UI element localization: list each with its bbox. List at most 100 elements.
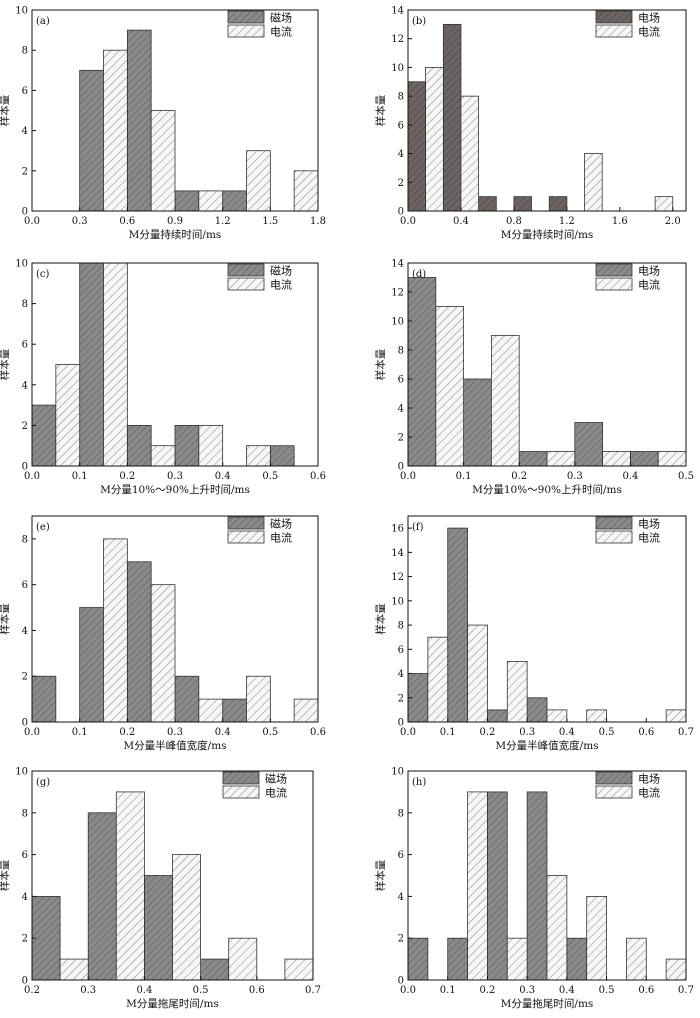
- x-tick-label: 0.7: [678, 727, 694, 738]
- bar-field-3: [513, 196, 532, 212]
- bar-field-1: [442, 23, 462, 212]
- bar-field-0: [31, 404, 57, 467]
- bar-field-2: [518, 451, 548, 467]
- legend-label-current: 电流: [638, 278, 660, 292]
- y-tick-label: 6: [22, 340, 28, 351]
- bar-field-2: [143, 875, 173, 981]
- x-tick-label: 0.4: [559, 985, 575, 996]
- y-tick-label: 8: [398, 621, 404, 632]
- legend-label-current: 电流: [265, 786, 287, 800]
- x-tick-label: 0.3: [567, 471, 583, 482]
- legend-swatch-field: [595, 10, 633, 24]
- x-tick-label: 0.3: [519, 985, 535, 996]
- bar-field-3: [222, 190, 247, 212]
- x-tick-label: 0.3: [167, 471, 183, 482]
- bar-current-1: [115, 791, 145, 981]
- plot-frame: [407, 9, 687, 212]
- y-tick-label: 10: [391, 317, 404, 328]
- y-tick-label: 8: [398, 346, 404, 357]
- x-tick-label: 0.1: [440, 727, 456, 738]
- x-tick-label: 0.5: [599, 985, 615, 996]
- y-axis-label: 样本量: [374, 859, 387, 891]
- y-tick-label: 0: [22, 462, 28, 473]
- y-tick-label: 4: [22, 892, 28, 903]
- legend-label-field: 电场: [638, 264, 660, 278]
- bar-current-0: [467, 791, 488, 981]
- panel-c: 0.0 0.1 0.2 0.3 0.4 0.5 0.6 0 2 4 6 8 10 (c) M分量10%～90…: [0, 259, 326, 497]
- panel-h: 0.0 0.1 0.2 0.3 0.4 0.5 0.6 0.7 0 2 4 6 8 10 (h) M分量拖尾时…: [374, 767, 694, 1011]
- y-tick-label: 0: [22, 976, 28, 987]
- x-tick-label: 0.4: [622, 471, 638, 482]
- plot-frame: [407, 515, 687, 723]
- y-axis-label: 样本量: [374, 94, 387, 126]
- bar-current-3: [198, 424, 224, 467]
- x-tick-label: 0.2: [119, 727, 135, 738]
- bar-current-0: [103, 49, 128, 212]
- legend-swatch-field: [595, 516, 633, 530]
- x-tick-label: 0.2: [24, 985, 40, 996]
- bar-current-3: [546, 709, 568, 723]
- bar-field-0: [31, 675, 57, 723]
- y-tick-label: 6: [398, 375, 404, 386]
- y-axis-label: 样本量: [0, 348, 11, 380]
- bar-current-0: [425, 67, 444, 212]
- x-tick-label: 0.0: [24, 216, 40, 227]
- bar-current-0: [103, 538, 128, 723]
- y-axis-label: 样本量: [374, 603, 387, 635]
- y-tick-label: 10: [15, 6, 28, 17]
- y-tick-label: 2: [22, 672, 28, 683]
- bar-current-5: [665, 709, 687, 723]
- y-tick-label: 6: [22, 850, 28, 861]
- x-tick-label: 0.0: [24, 471, 40, 482]
- y-tick-label: 6: [22, 86, 28, 97]
- bar-current-1: [150, 584, 176, 723]
- bar-field-0: [407, 277, 437, 467]
- y-tick-label: 2: [22, 934, 28, 945]
- x-tick-label: 2.0: [665, 216, 681, 227]
- bar-field-1: [79, 262, 104, 467]
- y-tick-label: 4: [398, 404, 404, 415]
- x-tick-label: 0.3: [167, 727, 183, 738]
- panel-label: (f): [412, 522, 424, 533]
- bar-field-1: [447, 937, 468, 981]
- x-tick-label: 0.6: [638, 727, 654, 738]
- plot-frame: [31, 770, 314, 981]
- x-tick-label: 0.3: [519, 727, 535, 738]
- legend-label-field: 磁场: [265, 772, 287, 786]
- legend-swatch-field: [227, 10, 265, 24]
- bar-current-1: [490, 335, 520, 467]
- y-tick-label: 8: [398, 92, 404, 103]
- y-tick-label: 12: [391, 572, 404, 583]
- x-tick-label: 0.0: [400, 471, 416, 482]
- bar-current-2: [198, 698, 224, 723]
- bar-field-2: [174, 190, 200, 212]
- legend-swatch-current: [227, 24, 265, 38]
- y-tick-label: 10: [391, 63, 404, 74]
- x-tick-label: 0.0: [24, 727, 40, 738]
- legend-swatch-field: [227, 516, 265, 530]
- x-tick-label: 1.6: [612, 216, 628, 227]
- bar-field-1: [447, 527, 468, 723]
- y-tick-label: 2: [22, 166, 28, 177]
- x-tick-label: 0.2: [479, 985, 495, 996]
- bar-current-3: [602, 451, 631, 467]
- panel-g: 0.2 0.3 0.4 0.5 0.6 0.7 0 2 4 6 8 10 (g) M分量拖尾时间/ms 样本…: [0, 767, 321, 1011]
- bar-current-2: [198, 190, 224, 212]
- y-tick-label: 14: [391, 259, 404, 270]
- y-tick-label: 0: [398, 718, 404, 729]
- x-tick-label: 0.6: [310, 471, 326, 482]
- x-tick-label: 0.4: [136, 985, 152, 996]
- bar-field-1: [87, 812, 117, 981]
- x-tick-label: 0.8: [506, 216, 522, 227]
- y-tick-label: 2: [398, 178, 404, 189]
- x-tick-label: 0.7: [305, 985, 321, 996]
- bar-field-0: [79, 69, 104, 212]
- y-tick-label: 4: [22, 626, 28, 637]
- legend-label-field: 电场: [638, 11, 660, 25]
- bar-field-3: [574, 422, 603, 467]
